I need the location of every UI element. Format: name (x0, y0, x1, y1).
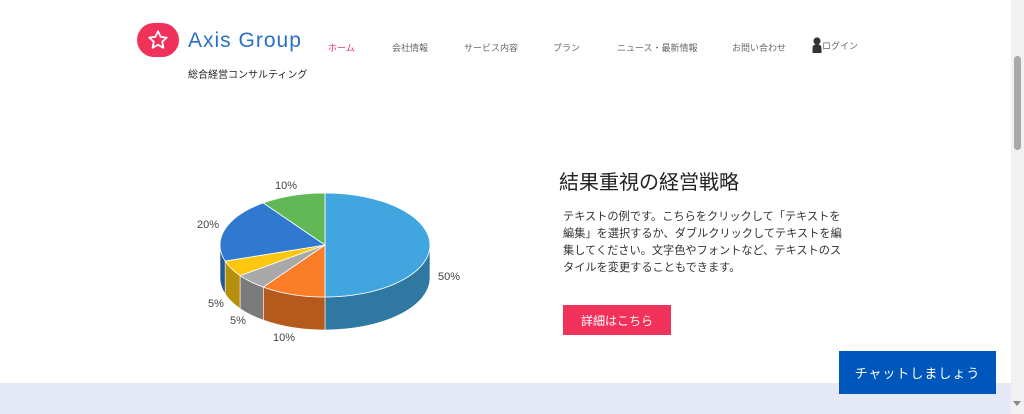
scrollbar-thumb[interactable] (1014, 56, 1021, 150)
brand-name[interactable]: Axis Group (188, 29, 302, 52)
nav-company[interactable]: 会社情報 (392, 44, 429, 54)
scrollbar[interactable] (1011, 0, 1024, 414)
star-icon (148, 30, 168, 49)
scroll-down-arrow-icon[interactable] (1013, 401, 1021, 406)
nav-news[interactable]: ニュース・最新情報 (617, 44, 698, 54)
pie-data-label: 10% (275, 180, 297, 192)
chat-button[interactable]: チャットしましょう (839, 351, 996, 394)
pie-chart: 50% 10% 5% 5% 20% 10% (197, 180, 460, 344)
pie-data-label: 5% (230, 315, 246, 327)
pie-data-label: 20% (197, 219, 219, 231)
nav-contact[interactable]: お問い合わせ (732, 44, 787, 54)
section-title: 結果重視の経営戦略 (559, 170, 739, 194)
section-body: テキストの例です。こちらをクリックして「テキストを編集」を選択するか、ダブルクリ… (563, 210, 842, 274)
pie-data-label: 5% (208, 298, 224, 310)
pie-data-label: 10% (273, 332, 295, 344)
pie-data-label: 50% (438, 271, 460, 283)
nav-services[interactable]: サービス内容 (464, 44, 519, 54)
pie-slice (324, 192, 431, 298)
user-icon (812, 37, 822, 53)
pie-slice (219, 202, 327, 262)
login-label: ログイン (822, 41, 859, 52)
nav-plans[interactable]: プラン (553, 44, 581, 54)
tagline: 総合経営コンサルティング (188, 70, 308, 81)
nav-home[interactable]: ホーム (328, 44, 355, 54)
logo[interactable] (137, 23, 179, 57)
pie-slice (262, 192, 326, 246)
learn-more-button[interactable]: 詳細はこちら (563, 305, 671, 335)
login-button[interactable]: ログイン (812, 37, 858, 53)
